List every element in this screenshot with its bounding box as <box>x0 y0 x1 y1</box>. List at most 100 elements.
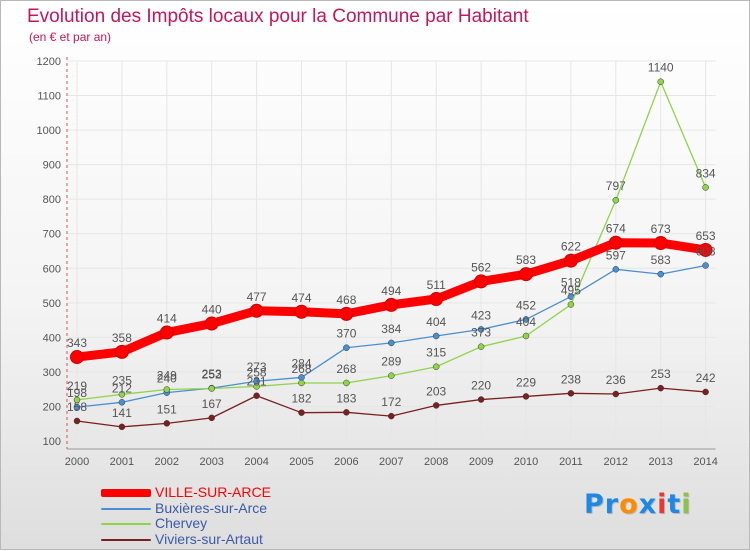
data-label: 384 <box>381 322 401 336</box>
chart-title: Evolution des Impôts locaux pour la Comm… <box>27 6 529 27</box>
data-label: 622 <box>561 240 581 254</box>
data-label: 583 <box>516 253 536 267</box>
data-label: 474 <box>291 291 311 305</box>
data-label: 158 <box>67 400 87 414</box>
data-label: 252 <box>202 367 222 381</box>
logo-letter: t <box>667 489 682 520</box>
data-label: 236 <box>606 373 626 387</box>
data-point <box>73 417 81 425</box>
data-point <box>208 414 215 422</box>
y-tick-label: 800 <box>43 194 61 206</box>
data-point <box>612 390 620 398</box>
data-label: 273 <box>247 360 267 374</box>
data-label: 583 <box>651 253 671 267</box>
data-label: 315 <box>426 346 446 360</box>
chart-subtitle: (en € et par an) <box>29 30 112 44</box>
data-point <box>298 409 305 416</box>
data-label: 212 <box>112 381 132 395</box>
x-tick-label: 2006 <box>334 456 358 468</box>
logo-letter: o <box>619 489 639 520</box>
data-label: 653 <box>696 229 716 243</box>
x-tick-label: 2000 <box>65 456 89 468</box>
logo-letter: i <box>657 489 668 520</box>
data-point <box>118 391 126 398</box>
x-tick-label: 2004 <box>244 456 268 468</box>
y-tick-label: 500 <box>43 298 61 310</box>
y-tick-label: 600 <box>43 263 61 275</box>
x-tick-label: 2013 <box>648 456 672 468</box>
data-point <box>163 420 171 427</box>
data-label: 373 <box>471 326 491 340</box>
data-label: 249 <box>157 369 177 383</box>
data-point <box>429 292 444 307</box>
data-point <box>253 383 260 390</box>
x-tick-label: 2014 <box>693 456 717 468</box>
data-label: 404 <box>426 315 446 329</box>
data-label: 240 <box>157 372 177 386</box>
data-point <box>294 304 309 319</box>
y-tick-label: 400 <box>43 332 61 344</box>
data-label: 562 <box>471 260 491 274</box>
data-label: 172 <box>381 395 401 409</box>
legend-swatch <box>101 489 151 497</box>
data-point <box>343 379 350 387</box>
data-label: 231 <box>247 375 267 389</box>
data-point <box>388 412 395 420</box>
x-tick-label: 2002 <box>155 456 179 468</box>
data-label: 358 <box>112 331 132 345</box>
data-point <box>702 262 709 269</box>
data-label: 229 <box>516 375 536 389</box>
logo-letter: i <box>681 489 692 520</box>
y-tick-label: 900 <box>43 160 61 172</box>
data-label: 673 <box>651 222 671 236</box>
data-point <box>567 301 575 308</box>
y-tick-label: 100 <box>43 436 61 448</box>
data-point <box>477 326 485 333</box>
legend-swatch <box>101 538 151 541</box>
data-label: 370 <box>336 327 356 341</box>
data-point <box>343 409 350 416</box>
data-label: 518 <box>561 276 581 290</box>
data-point <box>477 343 485 350</box>
data-point <box>384 297 399 312</box>
data-point <box>522 393 530 400</box>
data-point <box>432 363 440 370</box>
data-label: 674 <box>606 222 626 236</box>
data-label: 268 <box>291 362 311 376</box>
x-tick-label: 2012 <box>604 456 628 468</box>
data-label: 235 <box>112 373 132 387</box>
data-point <box>339 306 354 321</box>
data-label: 511 <box>427 278 446 292</box>
data-label: 238 <box>561 372 581 386</box>
data-label: 182 <box>291 392 311 406</box>
data-point <box>159 325 174 340</box>
data-point <box>522 332 530 340</box>
data-label: 203 <box>426 384 446 398</box>
data-point <box>612 196 620 204</box>
legend-swatch <box>101 523 151 525</box>
data-point <box>343 344 350 351</box>
data-label: 1140 <box>648 61 674 75</box>
data-label: 167 <box>202 397 222 411</box>
y-tick-label: 1000 <box>37 125 61 137</box>
data-label: 219 <box>67 379 87 393</box>
data-point <box>114 344 129 359</box>
data-point <box>73 403 81 411</box>
legend-label: Viviers-sur-Artaut <box>155 530 263 547</box>
data-point <box>477 396 485 403</box>
data-label: 220 <box>471 379 491 393</box>
data-point <box>432 332 440 340</box>
data-point <box>249 303 264 318</box>
y-tick-label: 1100 <box>37 91 61 103</box>
data-point <box>567 390 575 397</box>
data-label: 423 <box>471 308 491 322</box>
y-tick-label: 200 <box>43 401 61 413</box>
y-tick-label: 700 <box>43 229 61 241</box>
data-label: 468 <box>336 293 356 307</box>
data-label: 284 <box>291 356 311 370</box>
data-point <box>208 385 215 392</box>
data-point <box>702 184 709 191</box>
data-point <box>657 78 664 85</box>
